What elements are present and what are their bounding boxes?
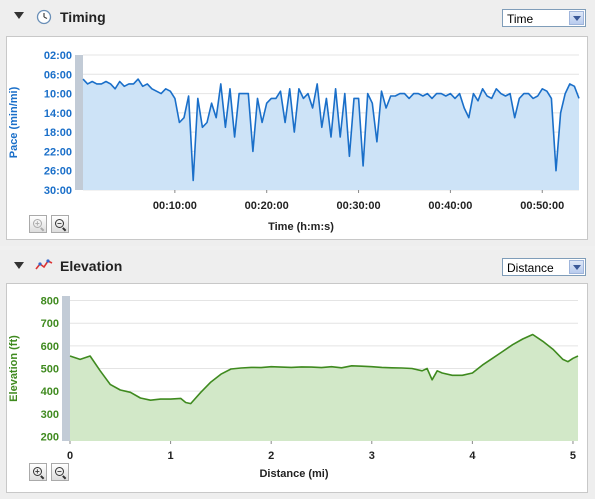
y-tick-label: 200 (41, 431, 59, 443)
elevation-header[interactable]: Elevation Distance (0, 250, 595, 280)
clock-icon (36, 9, 52, 25)
x-tick-label: 00:30:00 (337, 200, 381, 212)
y-tick-label: 800 (41, 296, 59, 308)
x-tick-label: 0 (67, 450, 73, 462)
y-tick-label: 30:00 (44, 185, 72, 197)
zoom-out-button[interactable]: − (51, 215, 69, 233)
y-tick-label: 400 (41, 386, 59, 398)
zoom-in-button[interactable]: + (29, 463, 47, 481)
axis-scrub-bar (62, 296, 70, 441)
x-tick-label: 00:20:00 (245, 200, 289, 212)
chevron-down-icon[interactable] (569, 11, 584, 25)
x-tick-label: 5 (570, 450, 576, 462)
series-area (70, 334, 578, 441)
elevation-chart: 200 300 400 500 600 700 800 0 1 2 3 4 5 Distance (mi)… (8, 296, 579, 480)
series-area (83, 79, 579, 190)
timing-header[interactable]: Timing Time (0, 0, 595, 30)
x-tick-label: 00:10:00 (153, 200, 197, 212)
x-tick-label: 2 (268, 450, 274, 462)
y-axis-label: Elevation (ft) (8, 335, 20, 402)
y-tick-label: 02:00 (44, 50, 72, 62)
elevation-chart-icon (35, 259, 53, 270)
x-tick-label: 00:50:00 (520, 200, 564, 212)
elevation-axis-dropdown[interactable]: Distance (502, 258, 586, 276)
y-tick-label: 18:00 (44, 127, 72, 139)
collapse-triangle-icon[interactable] (14, 12, 24, 19)
elevation-chart-frame: 200 300 400 500 600 700 800 0 1 2 3 4 5 Distance (mi)… (6, 283, 588, 493)
y-axis-label: Pace (min/mi) (8, 86, 20, 158)
elevation-dropdown-value: Distance (507, 261, 554, 275)
timing-panel: Timing Time 02:00 06:00 10:00 14:00 18:00 22:… (0, 0, 595, 246)
zoom-in-sign: + (35, 219, 40, 228)
series-line (69, 333, 579, 405)
axis-scrub-bar (75, 55, 83, 190)
x-axis-label: Distance (mi) (259, 468, 328, 480)
zoom-in-sign: + (35, 467, 40, 476)
y-tick-label: 14:00 (44, 108, 72, 120)
elevation-panel: Elevation Distance 200 300 400 500 600 700 800… (0, 250, 595, 499)
x-axis-label: Time (h:m:s) (268, 221, 334, 233)
zoom-out-sign: − (57, 467, 62, 476)
chevron-down-icon[interactable] (569, 260, 584, 274)
zoom-out-sign: − (57, 219, 62, 228)
y-tick-label: 700 (41, 318, 59, 330)
x-tick-label: 00:40:00 (428, 200, 472, 212)
zoom-out-button[interactable]: − (51, 463, 69, 481)
y-tick-label: 500 (41, 364, 59, 376)
timing-title: Timing (60, 9, 106, 25)
zoom-in-button[interactable]: + (29, 215, 47, 233)
pace-chart: 02:00 06:00 10:00 14:00 18:00 22:00 26:00 30:00… (8, 50, 580, 233)
elevation-title: Elevation (60, 258, 123, 274)
series-line (82, 78, 580, 182)
y-tick-label: 600 (41, 341, 59, 353)
y-tick-label: 10:00 (44, 89, 72, 101)
x-tick-label: 4 (469, 450, 476, 462)
collapse-triangle-icon[interactable] (14, 262, 24, 269)
timing-chart-frame: 02:00 06:00 10:00 14:00 18:00 22:00 26:00 30:00… (6, 36, 588, 240)
y-tick-label: 06:00 (44, 69, 72, 81)
y-tick-label: 26:00 (44, 166, 72, 178)
x-tick-label: 1 (168, 450, 174, 462)
timing-axis-dropdown[interactable]: Time (502, 9, 586, 27)
y-tick-label: 300 (41, 409, 59, 421)
timing-dropdown-value: Time (507, 12, 534, 26)
x-tick-label: 3 (369, 450, 375, 462)
y-tick-label: 22:00 (44, 146, 72, 158)
